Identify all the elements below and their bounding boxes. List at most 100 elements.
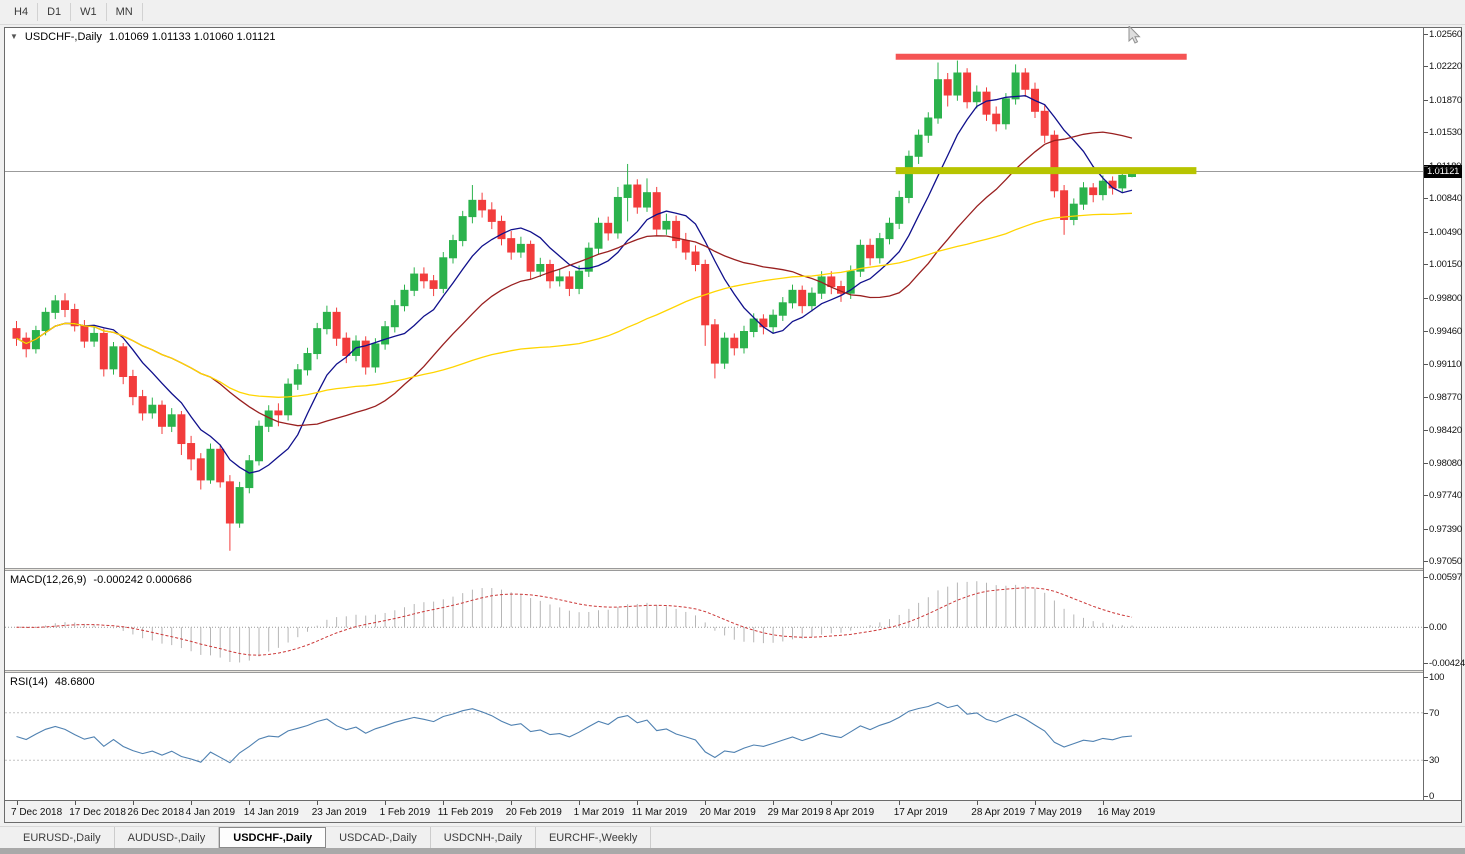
- date-axis-tick: [976, 801, 978, 805]
- price-chart-canvas[interactable]: [5, 28, 1423, 568]
- candle: [90, 326, 99, 347]
- candle: [652, 186, 661, 236]
- rsi-canvas[interactable]: [5, 673, 1423, 800]
- price-scale-label: 0.99800: [1429, 293, 1462, 304]
- rsi-indicator-pane[interactable]: RSI(14) 48.6800: [5, 673, 1423, 800]
- collapse-panel-icon[interactable]: ▼: [10, 32, 18, 41]
- status-strip: [0, 848, 1465, 854]
- candle: [255, 420, 263, 466]
- candle: [70, 303, 79, 332]
- candle: [992, 106, 1001, 132]
- candle: [109, 342, 118, 375]
- candle: [788, 284, 797, 309]
- ma-mid-line: [16, 131, 1133, 427]
- date-axis-label: 11 Feb 2019: [437, 807, 494, 818]
- chart-title-row: ▼ USDCHF-,Daily 1.01069 1.01133 1.01060 …: [10, 31, 276, 43]
- macd-scale-tick: [1424, 576, 1428, 578]
- candle: [681, 232, 690, 260]
- date-axis-tick: [511, 801, 513, 805]
- candle: [1089, 183, 1098, 203]
- price-scale-tick: [1424, 364, 1428, 366]
- candle: [61, 293, 69, 318]
- candle: [769, 309, 778, 333]
- candle: [1021, 68, 1030, 97]
- candle: [1079, 182, 1088, 210]
- timeframe-button-d1[interactable]: D1: [38, 3, 72, 21]
- candle: [468, 185, 477, 224]
- candle: [390, 299, 399, 333]
- candle: [1098, 175, 1107, 201]
- date-axis-tick: [132, 801, 134, 805]
- candle: [672, 215, 681, 249]
- price-scale[interactable]: 1.01121 1.02560 1.02220 1.01870 1.01530 1.01…: [1423, 28, 1465, 802]
- price-scale-label: 0.97740: [1429, 490, 1462, 502]
- price-scale-tick: [1424, 396, 1428, 398]
- candle: [158, 400, 166, 434]
- timeframe-button-mn[interactable]: MN: [107, 3, 143, 21]
- candle: [507, 230, 516, 260]
- pane-splitter[interactable]: [5, 670, 1461, 673]
- date-axis-tick: [16, 801, 18, 805]
- candle: [439, 252, 448, 294]
- candle: [400, 284, 409, 312]
- date-axis-label: 7 May 2019: [1029, 807, 1082, 818]
- price-scale-tick: [1424, 165, 1428, 167]
- candle: [1011, 64, 1020, 105]
- candle: [875, 232, 884, 264]
- date-axis-label: 1 Mar 2019: [573, 807, 625, 818]
- date-axis-label: 20 Mar 2019: [699, 807, 756, 818]
- date-axis-label: 4 Jan 2019: [185, 807, 236, 818]
- candle: [119, 343, 128, 385]
- candle: [293, 364, 302, 390]
- candle: [662, 213, 671, 235]
- chart-tab-usdchf[interactable]: USDCHF-,Daily: [219, 827, 327, 848]
- price-scale-label: 1.01870: [1429, 94, 1462, 106]
- candle: [187, 435, 196, 471]
- candle: [798, 285, 807, 314]
- candle: [80, 320, 89, 348]
- candle: [866, 238, 875, 266]
- rsi-scale-tick: [1424, 677, 1428, 678]
- price-scale-label: 0.98770: [1429, 391, 1462, 403]
- candle: [730, 333, 739, 356]
- date-axis-tick: [1035, 801, 1036, 805]
- price-chart-pane[interactable]: ▼ USDCHF-,Daily 1.01069 1.01133 1.01060 …: [5, 28, 1423, 568]
- ma-fast-line: [16, 95, 1133, 474]
- candle: [148, 397, 157, 419]
- rsi-scale-tick: [1424, 712, 1428, 714]
- pane-splitter[interactable]: [5, 568, 1461, 571]
- date-axis-tick: [773, 801, 775, 805]
- chart-tab-eurusd[interactable]: EURUSD-,Daily: [10, 827, 115, 848]
- date-axis-tick: [1102, 801, 1104, 805]
- date-axis[interactable]: 7 Dec 2018 17 Dec 2018 26 Dec 2018 4 Jan 20…: [5, 800, 1461, 822]
- price-scale-tick: [1424, 132, 1428, 134]
- candle: [885, 217, 894, 245]
- candle: [41, 307, 50, 336]
- macd-indicator-pane[interactable]: MACD(12,26,9) -0.000242 0.000686: [5, 571, 1423, 670]
- candle: [565, 271, 574, 297]
- timeframe-button-w1[interactable]: W1: [71, 3, 107, 21]
- chart-tab-usdcad[interactable]: USDCAD-,Daily: [326, 827, 431, 848]
- price-scale-label: 0.98080: [1429, 457, 1462, 469]
- candle: [740, 325, 748, 354]
- rsi-label-row: RSI(14) 48.6800: [10, 676, 95, 688]
- candle: [575, 265, 584, 295]
- date-axis-label: 20 Feb 2019: [505, 807, 562, 818]
- candle: [245, 455, 254, 494]
- date-axis-label: 26 Dec 2018: [127, 807, 185, 818]
- candle: [720, 332, 729, 369]
- chart-tab-bar: EURUSD-,Daily AUDUSD-,Daily USDCHF-,Daily U…: [0, 826, 1465, 848]
- candle: [361, 336, 370, 375]
- candle: [555, 269, 564, 287]
- chart-tab-audusd[interactable]: AUDUSD-,Daily: [115, 827, 220, 848]
- candle: [167, 408, 176, 433]
- timeframe-button-h4[interactable]: H4: [5, 3, 39, 21]
- macd-scale-label: 0.00597: [1429, 571, 1462, 583]
- chart-tab-usdcnh[interactable]: USDCNH-,Daily: [431, 827, 536, 848]
- chart-tab-eurchf[interactable]: EURCHF-,Weekly: [536, 827, 652, 848]
- price-scale-tick: [1424, 462, 1428, 464]
- macd-canvas[interactable]: [5, 571, 1423, 670]
- price-scale-label: 0.99110: [1429, 359, 1462, 371]
- macd-label: MACD(12,26,9): [10, 574, 87, 586]
- rsi-scale-label: 70: [1429, 707, 1440, 719]
